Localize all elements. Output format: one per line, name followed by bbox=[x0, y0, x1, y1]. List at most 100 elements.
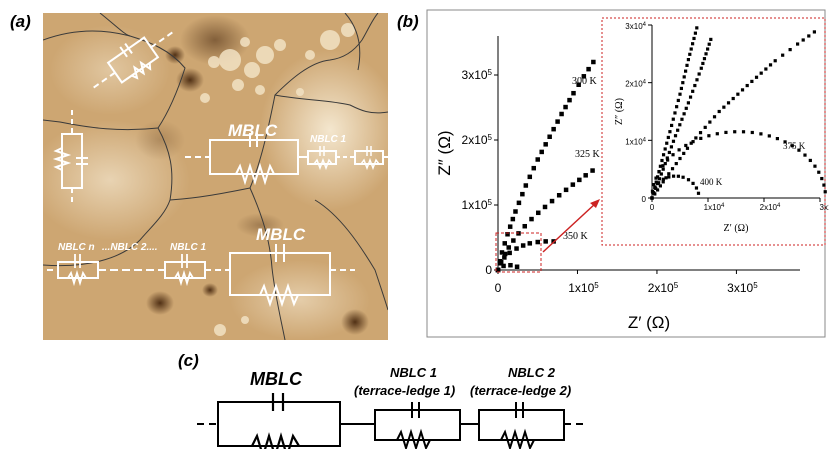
data-point bbox=[698, 131, 703, 135]
data-point bbox=[682, 75, 686, 79]
circuit-label-nblc1-sub: (terrace-ledge 1) bbox=[354, 383, 455, 398]
data-point bbox=[671, 117, 675, 121]
data-point bbox=[685, 146, 690, 150]
data-point bbox=[666, 158, 670, 162]
data-point bbox=[694, 136, 698, 140]
data-point bbox=[577, 177, 582, 183]
data-point bbox=[536, 210, 541, 216]
data-point bbox=[499, 250, 505, 255]
afm-label-nblc-dots: ...NBLC 2.... bbox=[102, 242, 158, 253]
data-point bbox=[667, 175, 671, 179]
data-point bbox=[691, 140, 695, 144]
series-steep-1 bbox=[650, 26, 699, 200]
data-point bbox=[675, 105, 679, 109]
data-point bbox=[555, 119, 560, 124]
inset-impedance-plot: 0 1x104 2x104 3x1 0 1x104 2x104 3x104 Z′ (Ω) Z″ (… bbox=[601, 17, 829, 246]
data-point bbox=[681, 175, 685, 179]
circuit-label-nblc1: NBLC 1 bbox=[390, 365, 437, 380]
data-point bbox=[682, 112, 686, 116]
data-point bbox=[559, 111, 564, 117]
data-point bbox=[699, 136, 703, 140]
data-point bbox=[531, 165, 537, 171]
lower-horizontal-circuit bbox=[47, 244, 355, 308]
data-point bbox=[571, 90, 576, 96]
data-point bbox=[667, 172, 671, 176]
data-point bbox=[520, 191, 525, 197]
data-point bbox=[767, 134, 771, 138]
afm-label-nblc-n: NBLC n bbox=[58, 242, 95, 253]
data-point bbox=[586, 66, 591, 72]
data-point bbox=[759, 132, 763, 136]
y-axis-title: Z″ (Ω) bbox=[435, 130, 454, 175]
data-point bbox=[695, 26, 699, 30]
data-point bbox=[551, 126, 556, 132]
data-point bbox=[507, 224, 513, 229]
data-point bbox=[661, 180, 665, 184]
data-point bbox=[535, 157, 540, 162]
data-point bbox=[664, 176, 668, 180]
data-point bbox=[764, 67, 768, 71]
data-point bbox=[693, 31, 697, 35]
x-axis-title: Z′ (Ω) bbox=[724, 223, 749, 234]
data-point bbox=[754, 75, 759, 79]
data-point bbox=[820, 176, 824, 181]
series-400-k bbox=[650, 174, 701, 200]
afm-micrograph bbox=[43, 13, 388, 340]
data-point bbox=[652, 183, 656, 187]
data-point bbox=[514, 264, 520, 269]
data-point bbox=[759, 71, 763, 75]
data-point bbox=[797, 148, 801, 152]
data-point bbox=[591, 59, 596, 65]
data-point bbox=[676, 98, 680, 103]
label-325k: 325 K bbox=[575, 149, 601, 160]
data-point bbox=[685, 63, 689, 67]
data-point bbox=[817, 170, 821, 174]
data-point bbox=[661, 177, 665, 181]
data-point bbox=[679, 86, 683, 91]
data-point bbox=[745, 83, 749, 88]
data-point bbox=[813, 164, 817, 168]
x-tick-label: 2x104 bbox=[760, 203, 781, 212]
afm-label-mblc-lower: MBLC bbox=[256, 225, 306, 244]
data-point bbox=[726, 101, 731, 105]
data-point bbox=[686, 58, 690, 62]
data-point bbox=[505, 232, 510, 237]
dark-region bbox=[236, 213, 284, 237]
data-point bbox=[691, 89, 695, 93]
circuit-label-mblc: MBLC bbox=[250, 369, 303, 389]
data-point bbox=[750, 130, 754, 135]
data-point bbox=[788, 48, 792, 52]
data-point bbox=[682, 151, 686, 156]
data-point bbox=[529, 216, 534, 222]
y-tick-label: 2x104 bbox=[625, 80, 646, 89]
data-point bbox=[691, 42, 695, 46]
data-point bbox=[803, 153, 807, 157]
data-point bbox=[692, 36, 696, 41]
equivalent-circuit-c bbox=[197, 393, 588, 449]
data-point bbox=[696, 191, 701, 195]
surface-bubbles bbox=[200, 23, 355, 336]
data-point bbox=[653, 192, 657, 196]
data-point bbox=[768, 63, 773, 67]
data-point bbox=[651, 190, 655, 195]
y-tick-label: 3x105 bbox=[462, 68, 493, 83]
y-tick-label: 0 bbox=[642, 195, 647, 204]
data-point bbox=[543, 142, 548, 147]
data-point bbox=[712, 115, 717, 119]
data-point bbox=[663, 147, 667, 151]
dark-pit bbox=[165, 46, 185, 64]
data-point bbox=[775, 136, 779, 141]
data-point bbox=[659, 172, 663, 176]
zoom-arrowhead bbox=[590, 199, 600, 208]
data-point bbox=[812, 30, 816, 34]
data-point bbox=[708, 120, 712, 124]
dark-pit bbox=[176, 68, 204, 92]
data-point bbox=[697, 72, 701, 76]
data-point bbox=[502, 251, 508, 257]
afm-circuits bbox=[47, 31, 388, 308]
data-point bbox=[501, 263, 506, 269]
data-point bbox=[699, 66, 703, 70]
vertical-grain-circuit bbox=[52, 110, 88, 205]
data-point bbox=[653, 185, 657, 189]
